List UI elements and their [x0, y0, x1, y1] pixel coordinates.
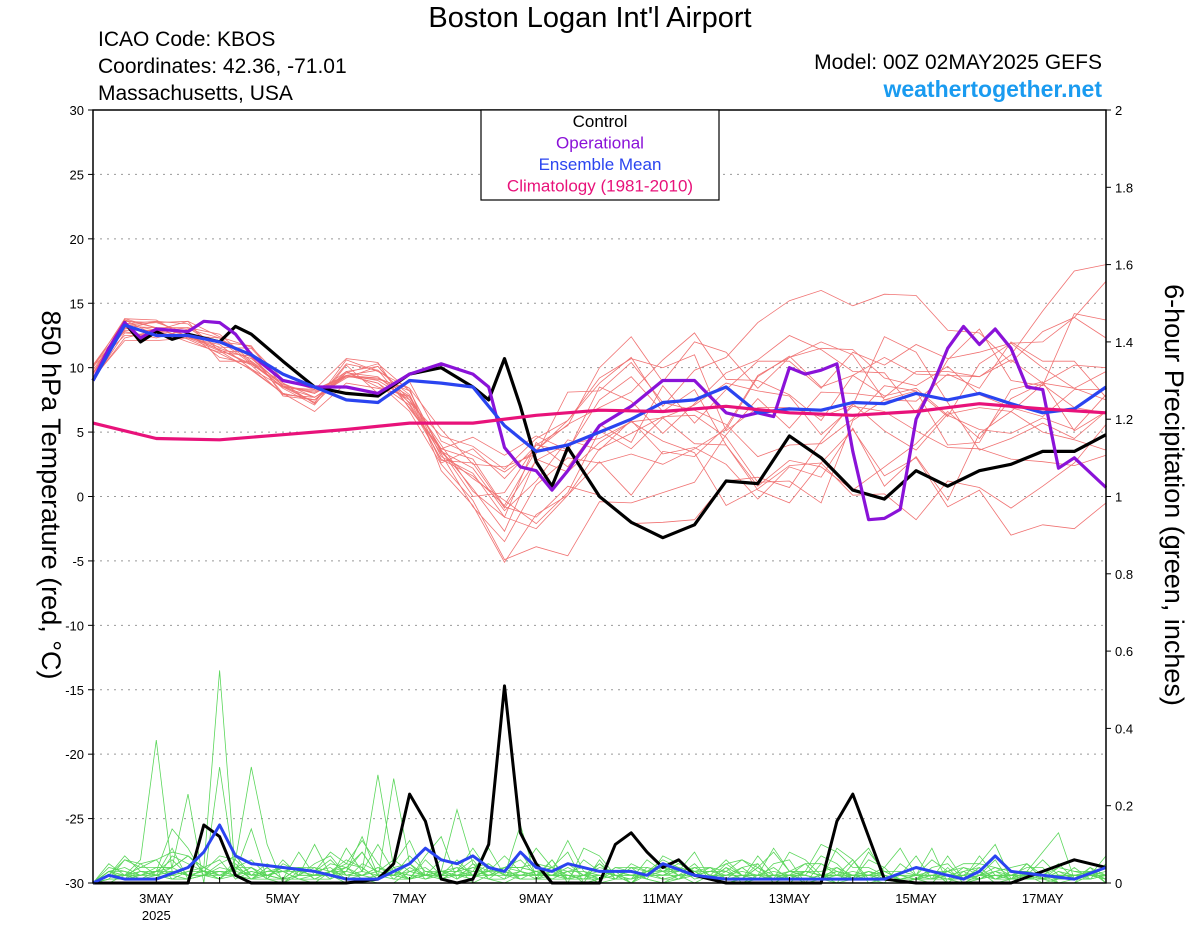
y2-tick-label: 0.2: [1115, 799, 1133, 814]
y-tick-label: -25: [65, 812, 84, 827]
coordinates: Coordinates: 42.36, -71.01: [98, 55, 347, 78]
y-tick-label: 25: [70, 167, 84, 182]
temp-member-line: [92, 329, 1107, 497]
temp-main-series: [91, 319, 1108, 540]
region: Massachusetts, USA: [98, 82, 293, 105]
site-link[interactable]: weathertogether.net: [883, 76, 1102, 102]
temp-climatology-1981-2010--line: [92, 402, 1107, 442]
y2-tick-label: 0.4: [1115, 721, 1133, 736]
y-tick-label: -30: [65, 876, 84, 891]
legend-entry: Operational: [556, 134, 644, 153]
y2-tick-label: 1.2: [1115, 412, 1133, 427]
x-tick-label: 11MAY: [642, 891, 683, 906]
x-tick-label: 5MAY: [266, 891, 301, 906]
precip-ensemble-members: [92, 670, 1107, 884]
precip-member-line: [92, 851, 1107, 884]
temp-member-line: [92, 320, 1107, 470]
y2-tick-label: 1: [1115, 490, 1122, 505]
model-run: Model: 00Z 02MAY2025 GEFS: [814, 51, 1102, 74]
temp-operational-line: [91, 319, 1108, 522]
y-tick-label: 0: [77, 490, 84, 505]
x-tick-year: 2025: [142, 908, 171, 923]
y2-tick-label: 0: [1115, 876, 1122, 891]
y-tick-label: 5: [77, 425, 84, 440]
temp-member-line: [92, 328, 1107, 521]
y-tick-label: -5: [72, 554, 84, 569]
y2-axis-title: 6-hour Precipitation (green, inches): [1159, 284, 1189, 706]
y2-tick-label: 1.8: [1115, 180, 1133, 195]
y-tick-label: -15: [65, 683, 84, 698]
y-tick-label: 10: [70, 361, 84, 376]
y-tick-label: 20: [70, 232, 84, 247]
precip-member-line: [93, 774, 1107, 884]
precip-ensemble-meanline: [92, 823, 1107, 885]
precip-member-line: [92, 670, 1107, 884]
x-tick-label: 3MAY: [139, 891, 174, 906]
temp-member-line: [92, 281, 1107, 507]
precip-main-series: [92, 684, 1107, 885]
legend-box: [480, 109, 720, 201]
x-tick-label: 15MAY: [895, 891, 937, 906]
y2-tick-label: 0.6: [1115, 644, 1133, 659]
y2-tick-label: 2: [1115, 103, 1122, 118]
x-tick-label: 13MAY: [769, 891, 811, 906]
temp-member-line: [92, 320, 1107, 536]
temp-ensemble-members: [92, 264, 1107, 563]
axes: -30-25-20-15-10-505101520253000.20.40.60…: [65, 103, 1133, 923]
legend: Control Operational Ensemble Mean Climatolo…: [480, 109, 720, 201]
x-tick-label: 7MAY: [392, 891, 427, 906]
legend-entry: Climatology (1981-2010): [507, 177, 693, 196]
temp-control-line: [91, 321, 1107, 540]
temp-ensemble-mean-line: [91, 323, 1107, 453]
y-tick-label: -20: [65, 747, 84, 762]
y-tick-label: 30: [70, 103, 84, 118]
y-tick-label: -10: [65, 618, 84, 633]
y-axis-title: 850 hPa Temperature (red, °C): [36, 311, 66, 680]
chart-title: Boston Logan Int'l Airport: [428, 2, 752, 34]
icao-code: ICAO Code: KBOS: [98, 28, 276, 51]
x-tick-label: 9MAY: [519, 891, 554, 906]
x-tick-label: 17MAY: [1022, 891, 1064, 906]
legend-entry: Ensemble Mean: [539, 155, 662, 174]
y2-tick-label: 0.8: [1115, 567, 1133, 582]
y2-tick-label: 1.4: [1115, 335, 1133, 350]
legend-entry: Control: [573, 112, 628, 131]
precip-controlline: [93, 684, 1107, 885]
temp-member-line: [92, 318, 1107, 525]
y2-tick-label: 1.6: [1115, 258, 1133, 273]
y-tick-label: 15: [70, 296, 84, 311]
